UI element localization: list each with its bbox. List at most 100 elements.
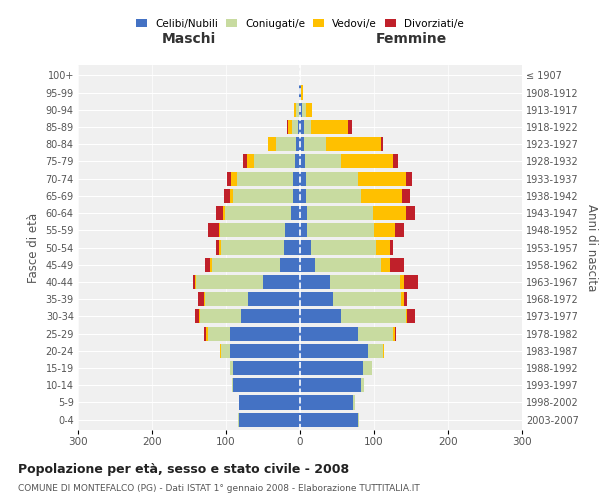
Bar [200,310,241,324]
Bar [221,240,284,254]
Bar [195,275,196,289]
Bar [300,206,307,220]
Bar [230,189,233,203]
Bar [208,223,218,238]
Bar [284,240,300,254]
Bar [239,412,300,426]
Bar [300,102,302,117]
Bar [382,258,390,272]
Y-axis label: Anni di nascita: Anni di nascita [586,204,598,291]
Bar [358,172,406,185]
Bar [300,86,301,100]
Bar [211,258,212,272]
Text: COMUNE DI MONTEFALCO (PG) - Dati ISTAT 1° gennaio 2008 - Elaborazione TUTTITALIA: COMUNE DI MONTEFALCO (PG) - Dati ISTAT 1… [18,484,420,493]
Bar [300,412,358,426]
Bar [305,154,341,168]
Bar [254,154,295,168]
Bar [300,120,304,134]
Bar [299,102,300,117]
Bar [275,137,296,152]
Bar [329,275,400,289]
Bar [404,292,407,306]
Bar [304,137,326,152]
Bar [224,189,230,203]
Bar [205,292,248,306]
Bar [280,258,300,272]
Bar [237,172,293,185]
Bar [300,172,306,185]
Bar [300,240,311,254]
Bar [300,223,307,238]
Bar [301,86,303,100]
Bar [287,120,288,134]
Bar [208,326,230,340]
Bar [373,206,406,220]
Bar [221,344,230,358]
Bar [341,154,392,168]
Bar [363,361,372,375]
Bar [392,154,398,168]
Y-axis label: Fasce di età: Fasce di età [27,212,40,282]
Bar [296,137,300,152]
Bar [311,120,348,134]
Bar [288,120,292,134]
Bar [402,189,410,203]
Bar [348,120,352,134]
Legend: Celibi/Nubili, Coniugati/e, Vedovi/e, Divorziati/e: Celibi/Nubili, Coniugati/e, Vedovi/e, Di… [133,16,467,32]
Bar [389,240,393,254]
Bar [300,396,353,409]
Bar [230,326,300,340]
Bar [220,223,285,238]
Bar [393,326,395,340]
Bar [231,172,237,185]
Bar [233,189,293,203]
Bar [300,137,304,152]
Bar [223,206,224,220]
Bar [204,292,205,306]
Bar [296,102,299,117]
Bar [374,223,395,238]
Bar [368,344,383,358]
Bar [406,206,415,220]
Bar [227,172,231,185]
Bar [300,189,306,203]
Bar [401,292,404,306]
Bar [247,154,254,168]
Bar [220,344,221,358]
Bar [294,102,296,117]
Bar [293,189,300,203]
Bar [285,223,300,238]
Bar [300,326,358,340]
Bar [302,102,306,117]
Bar [263,275,300,289]
Bar [358,326,393,340]
Bar [199,310,200,324]
Bar [243,154,247,168]
Bar [400,275,404,289]
Bar [326,137,382,152]
Bar [204,326,206,340]
Bar [404,275,418,289]
Bar [311,240,376,254]
Bar [306,102,312,117]
Bar [300,310,341,324]
Bar [406,172,412,185]
Bar [195,310,199,324]
Text: Femmine: Femmine [376,32,446,46]
Bar [295,154,300,168]
Bar [361,378,364,392]
Bar [300,292,334,306]
Bar [300,258,315,272]
Text: Popolazione per età, sesso e stato civile - 2008: Popolazione per età, sesso e stato civil… [18,462,349,475]
Bar [298,120,300,134]
Bar [218,223,220,238]
Bar [293,172,300,185]
Bar [306,172,358,185]
Bar [233,361,300,375]
Bar [198,292,204,306]
Bar [334,292,401,306]
Bar [307,206,373,220]
Bar [224,206,291,220]
Bar [241,310,300,324]
Bar [299,86,300,100]
